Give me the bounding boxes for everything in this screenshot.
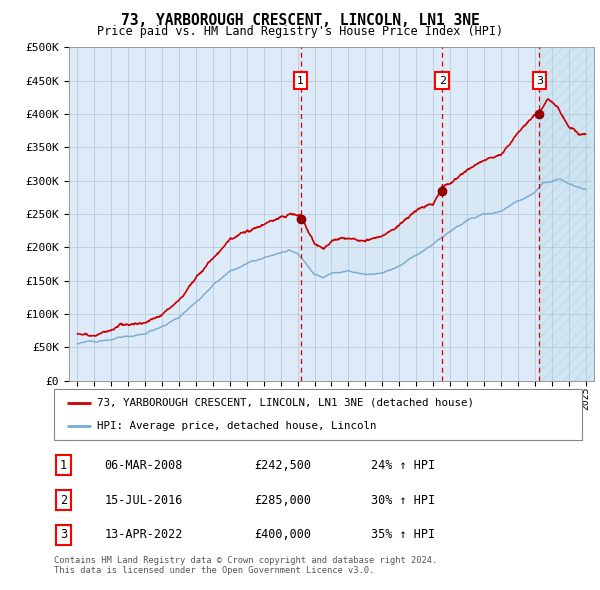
Text: 06-MAR-2008: 06-MAR-2008 — [104, 458, 182, 471]
Text: 73, YARBOROUGH CRESCENT, LINCOLN, LN1 3NE: 73, YARBOROUGH CRESCENT, LINCOLN, LN1 3N… — [121, 13, 479, 28]
Text: 1: 1 — [297, 76, 304, 86]
Text: 30% ↑ HPI: 30% ↑ HPI — [371, 493, 435, 507]
Text: 13-APR-2022: 13-APR-2022 — [104, 529, 182, 542]
Text: 73, YARBOROUGH CRESCENT, LINCOLN, LN1 3NE (detached house): 73, YARBOROUGH CRESCENT, LINCOLN, LN1 3N… — [97, 398, 474, 408]
Text: 3: 3 — [536, 76, 543, 86]
Text: Contains HM Land Registry data © Crown copyright and database right 2024.
This d: Contains HM Land Registry data © Crown c… — [54, 556, 437, 575]
FancyBboxPatch shape — [54, 389, 582, 440]
Text: Price paid vs. HM Land Registry's House Price Index (HPI): Price paid vs. HM Land Registry's House … — [97, 25, 503, 38]
Text: HPI: Average price, detached house, Lincoln: HPI: Average price, detached house, Linc… — [97, 421, 377, 431]
Text: 2: 2 — [439, 76, 446, 86]
Text: 1: 1 — [60, 458, 67, 471]
Bar — [539, 47, 600, 381]
Text: 35% ↑ HPI: 35% ↑ HPI — [371, 529, 435, 542]
Text: £242,500: £242,500 — [254, 458, 311, 471]
Text: 3: 3 — [60, 529, 67, 542]
Text: 24% ↑ HPI: 24% ↑ HPI — [371, 458, 435, 471]
Text: £400,000: £400,000 — [254, 529, 311, 542]
Text: 2: 2 — [60, 493, 67, 507]
Text: £285,000: £285,000 — [254, 493, 311, 507]
Text: 15-JUL-2016: 15-JUL-2016 — [104, 493, 182, 507]
